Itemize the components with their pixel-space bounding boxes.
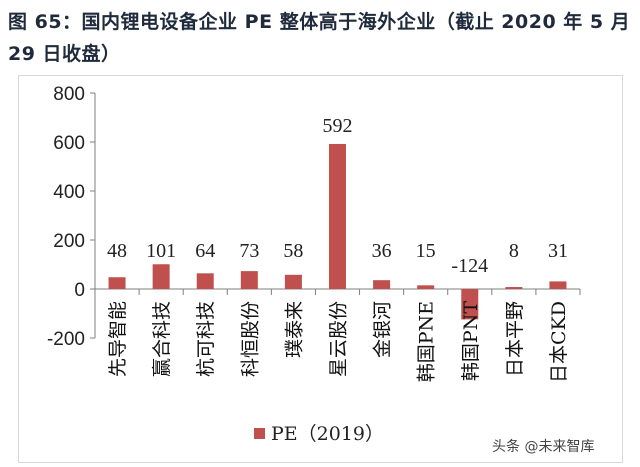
y-tick-label: 600 bbox=[53, 133, 85, 154]
category-label: 金银河 bbox=[372, 301, 394, 358]
bar bbox=[373, 280, 391, 289]
legend-swatch bbox=[254, 428, 265, 439]
y-tick-label: 0 bbox=[74, 280, 85, 301]
category-label: 韩国PNT bbox=[460, 301, 482, 381]
category-label: 日本CKD bbox=[548, 301, 570, 383]
bar bbox=[196, 273, 214, 289]
data-label: 36 bbox=[372, 240, 392, 262]
category-label: 璞泰来 bbox=[283, 301, 305, 358]
y-tick-label: 400 bbox=[53, 182, 85, 203]
category-label: 先导智能 bbox=[107, 301, 129, 377]
category-label: 星云股份 bbox=[328, 301, 350, 377]
data-label: 64 bbox=[195, 240, 215, 262]
y-tick-label: 200 bbox=[53, 231, 85, 252]
bar bbox=[461, 289, 479, 320]
category-label: 赢合科技 bbox=[151, 301, 173, 377]
y-tick-label: -200 bbox=[47, 329, 85, 350]
bar bbox=[152, 264, 170, 289]
legend-label: PE（2019） bbox=[271, 423, 384, 445]
figure-title: 图 65：国内锂电设备企业 PE 整体高于海外企业（截止 2020 年 5 月 … bbox=[8, 11, 631, 65]
bar bbox=[240, 271, 258, 289]
category-label: 科恒股份 bbox=[239, 301, 261, 377]
data-label: 48 bbox=[107, 240, 127, 262]
data-label: 15 bbox=[416, 240, 436, 262]
category-label: 杭可科技 bbox=[195, 301, 217, 377]
data-label: 101 bbox=[146, 240, 176, 262]
y-tick-label: 800 bbox=[53, 84, 85, 105]
data-label: 31 bbox=[548, 240, 568, 262]
data-label: -124 bbox=[451, 255, 488, 277]
bar bbox=[108, 277, 126, 289]
bar bbox=[284, 274, 302, 289]
watermark: 头条 @未来智库 bbox=[492, 439, 595, 455]
bar bbox=[505, 287, 523, 289]
chart-frame bbox=[18, 75, 623, 463]
category-label: 韩国PNE bbox=[416, 301, 438, 382]
data-label: 592 bbox=[323, 115, 353, 137]
data-label: 8 bbox=[509, 240, 519, 262]
data-label: 58 bbox=[283, 240, 303, 262]
bar bbox=[417, 285, 435, 289]
category-label: 日本平野 bbox=[504, 301, 526, 377]
bar bbox=[549, 281, 567, 289]
bar bbox=[329, 143, 346, 289]
data-label: 73 bbox=[239, 240, 259, 262]
